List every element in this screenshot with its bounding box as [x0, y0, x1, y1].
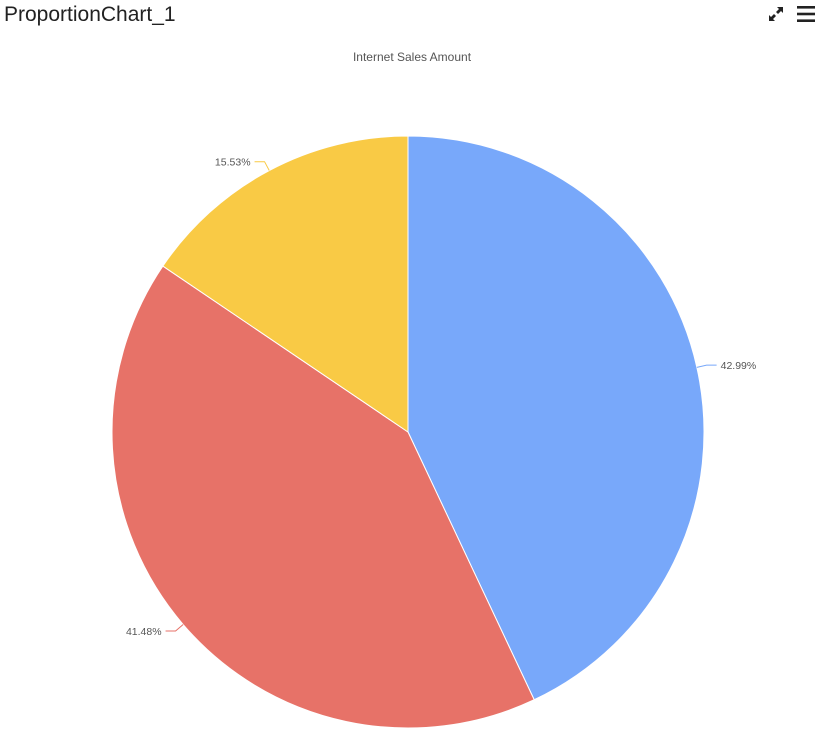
- chart-title: Internet Sales Amount: [353, 50, 472, 64]
- widget-toolbar: [759, 2, 819, 26]
- pie-labels: 42.99% 41.48% 15.53%: [126, 157, 756, 638]
- widget-title: ProportionChart_1: [4, 3, 176, 26]
- pie-label-connector-2: [165, 624, 184, 632]
- pie-label-connector-3: [254, 161, 270, 171]
- pie-data-label-1: 42.99%: [721, 360, 757, 372]
- pie-data-label-3: 15.53%: [215, 157, 251, 169]
- expand-button[interactable]: [763, 2, 789, 26]
- pie-label-connector-1: [696, 364, 717, 368]
- menu-button[interactable]: [793, 2, 819, 26]
- pie-slice-3[interactable]: [162, 135, 409, 433]
- expand-arrows-icon: [769, 7, 783, 21]
- pie-slices: [111, 135, 705, 729]
- hamburger-menu-icon: [797, 6, 815, 22]
- pie-data-label-2: 41.48%: [126, 626, 162, 638]
